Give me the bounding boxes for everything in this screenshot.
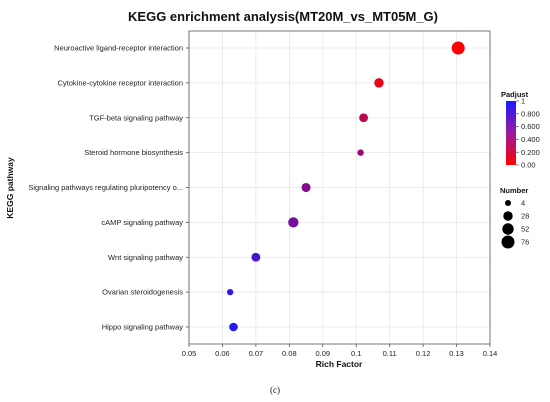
chart-title: KEGG enrichment analysis(MT20M_vs_MT05M_… [128, 9, 438, 24]
number-legend-dot [502, 223, 514, 235]
category-label: Ovarian steroidogenesis [102, 288, 183, 297]
category-label: Wnt signaling pathway [108, 253, 183, 262]
data-point [229, 322, 238, 332]
x-tick-label: 0.14 [483, 349, 498, 358]
padjust-tick-label: 0.600 [521, 122, 540, 131]
number-legend-entries: 4 28 52 76 [501, 199, 529, 249]
category-label: Hippo signaling pathway [102, 323, 184, 332]
padjust-tick-label: 0.800 [521, 109, 540, 118]
padjust-colorbar [506, 101, 516, 165]
padjust-tick-label: 1 [521, 97, 525, 106]
data-point [301, 182, 311, 193]
data-point [451, 41, 465, 55]
x-tick-label: 0.12 [416, 349, 431, 358]
plot-frame [188, 30, 491, 345]
x-tick-label: 0.07 [249, 349, 264, 358]
category-label: cAMP signaling pathway [101, 218, 183, 227]
grid-layer [186, 31, 491, 347]
number-legend-label: 76 [521, 238, 529, 247]
data-point [226, 288, 234, 296]
x-tick-label: 0.11 [383, 349, 397, 358]
y-axis-title: KEGG pathway [5, 157, 15, 219]
number-legend-label: 52 [521, 225, 529, 234]
x-tick-label: 0.06 [215, 349, 230, 358]
x-tick-label: 0.09 [315, 349, 330, 358]
data-point [251, 252, 261, 262]
data-point [359, 113, 369, 123]
number-legend: Number 4 28 52 76 [500, 186, 529, 249]
x-tick-label: 0.08 [282, 349, 297, 358]
number-legend-dot [504, 199, 512, 207]
category-label: Signaling pathways regulating pluripoten… [28, 183, 183, 192]
padjust-tick-label: 0.400 [521, 135, 540, 144]
x-tick-label: 0.05 [182, 349, 197, 358]
category-label: Steroid hormone biosynthesis [84, 148, 183, 157]
category-labels: Neuroactive ligand-receptor interaction C… [28, 44, 183, 332]
number-legend-dot [501, 235, 515, 249]
x-tick-label: 0.13 [449, 349, 464, 358]
padjust-tick-label: 0.200 [521, 148, 540, 157]
x-tick-labels: 0.05 0.06 0.07 0.08 0.09 0.1 0.11 0.12 0.13 0.14 [182, 349, 498, 358]
data-point [357, 149, 364, 156]
padjust-legend: Padjust 1 0.800 0.600 0.400 0.200 0.00 [501, 90, 540, 170]
category-label: Cytokine-cytokine receptor interaction [58, 78, 183, 87]
number-legend-label: 28 [521, 212, 529, 221]
x-axis-title: Rich Factor [316, 359, 363, 369]
figure-caption: (c) [270, 385, 280, 395]
number-legend-title: Number [500, 186, 528, 195]
padjust-legend-title: Padjust [501, 90, 529, 99]
category-label: Neuroactive ligand-receptor interaction [54, 44, 183, 53]
category-label: TGF-beta signaling pathway [89, 113, 183, 122]
number-legend-dot [503, 211, 513, 221]
data-point [288, 217, 299, 228]
data-points [226, 41, 465, 332]
number-legend-label: 4 [521, 199, 525, 208]
padjust-legend-ticks: 1 0.800 0.600 0.400 0.200 0.00 [516, 97, 540, 170]
data-point [374, 78, 384, 88]
padjust-tick-label: 0.00 [521, 161, 536, 170]
x-tick-label: 0.1 [351, 349, 361, 358]
